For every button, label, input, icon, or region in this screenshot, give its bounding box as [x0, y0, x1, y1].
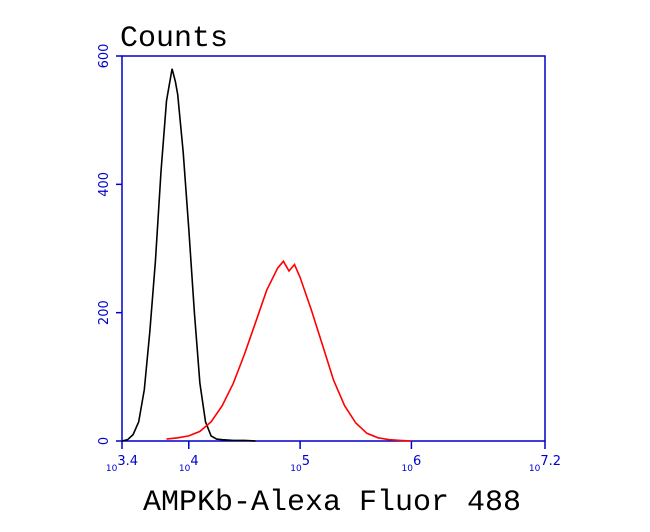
y-tick-label: 0	[97, 437, 112, 445]
x-tick-base: 10	[290, 464, 302, 474]
x-tick-base: 10	[402, 464, 414, 474]
x-tick-base: 10	[179, 464, 191, 474]
y-tick-label: 200	[97, 300, 112, 325]
x-tick-exponent: 3.4	[117, 454, 138, 469]
chart-title: Counts	[120, 22, 228, 56]
x-tick-label: 104	[179, 454, 199, 474]
x-axis-label: AMPKb-Alexa Fluor 488	[143, 486, 521, 520]
x-tick-base: 10	[106, 464, 118, 474]
y-tick-label: 600	[97, 44, 112, 69]
x-tick-label: 107.2	[529, 454, 561, 474]
x-tick-exponent: 4	[190, 454, 198, 469]
x-tick-base: 10	[529, 464, 541, 474]
x-tick-exponent: 5	[302, 454, 310, 469]
x-tick-exponent: 7.2	[540, 454, 561, 469]
x-tick-label: 105	[290, 454, 310, 474]
x-tick-label: 106	[402, 454, 422, 474]
plot-frame	[121, 55, 546, 442]
histogram-line	[166, 259, 412, 442]
histogram-line	[121, 68, 256, 442]
y-tick-label: 400	[97, 172, 112, 197]
x-tick-exponent: 6	[413, 454, 421, 469]
x-tick-label: 103.4	[106, 454, 138, 474]
